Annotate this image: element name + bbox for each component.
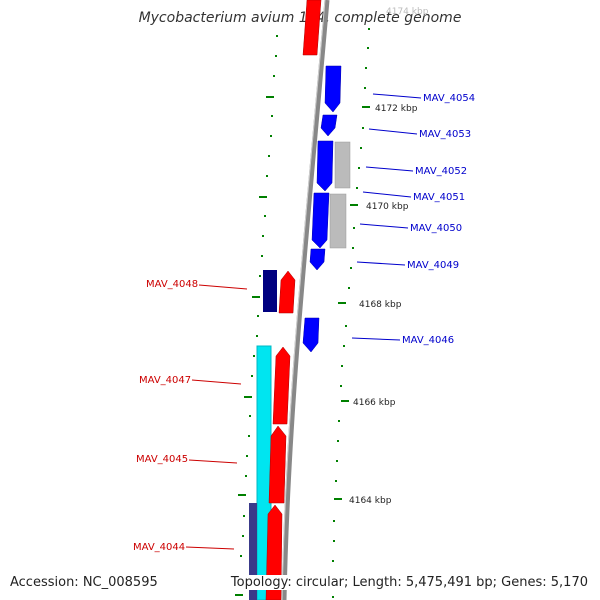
genome-backbone-highlight — [281, 0, 326, 600]
cds-reverse[interactable] — [324, 65, 342, 113]
tick-label: 4170 kbp — [366, 202, 409, 212]
cds-reverse[interactable] — [309, 248, 326, 271]
cds-forward[interactable] — [272, 346, 291, 425]
navy-feature[interactable] — [263, 270, 277, 312]
genome-backbone — [281, 0, 330, 600]
tick-label: 4166 kbp — [353, 398, 396, 408]
gene-label[interactable]: MAV_4052 — [415, 166, 467, 177]
gene-label[interactable]: MAV_4044 — [133, 542, 185, 553]
gene-label[interactable]: MAV_4047 — [139, 375, 191, 386]
gene-label[interactable]: MAV_4046 — [402, 335, 454, 346]
map-title: Mycobacterium avium 104, complete genome — [138, 10, 462, 26]
genome-summary-text: Topology: circular; Length: 5,475,491 bp… — [228, 575, 588, 590]
cds-forward[interactable] — [302, 0, 322, 56]
gray-feature[interactable] — [334, 141, 351, 189]
cds-forward[interactable] — [268, 425, 287, 504]
label-leaders — [185, 93, 422, 550]
cds-forward[interactable] — [278, 270, 296, 314]
outer-dotted-ring — [332, 28, 370, 598]
outer-ticks — [334, 106, 370, 500]
tick-label: 4174 kbp — [386, 7, 429, 17]
cds-reverse[interactable] — [302, 317, 320, 353]
gene-label[interactable]: MAV_4053 — [419, 129, 471, 140]
gene-label[interactable]: MAV_4051 — [413, 192, 465, 203]
cds-reverse[interactable] — [311, 192, 330, 249]
cds-reverse[interactable] — [316, 140, 334, 192]
gene-label[interactable]: MAV_4050 — [410, 223, 462, 234]
tick-label: 4164 kbp — [349, 496, 392, 506]
accession-text: Accession: NC_008595 — [10, 575, 158, 590]
gene-label[interactable]: MAV_4054 — [423, 93, 475, 104]
tick-label: 4172 kbp — [375, 104, 418, 114]
slate-feature[interactable] — [249, 503, 257, 600]
cds-reverse[interactable] — [320, 114, 338, 137]
gene-label[interactable]: MAV_4048 — [146, 279, 198, 290]
tick-label: 4168 kbp — [359, 300, 402, 310]
gray-feature[interactable] — [329, 193, 347, 249]
gene-label[interactable]: MAV_4049 — [407, 260, 459, 271]
gene-label[interactable]: MAV_4045 — [136, 454, 188, 465]
reverse-cds-track — [302, 65, 342, 353]
inner-ticks — [235, 96, 274, 596]
